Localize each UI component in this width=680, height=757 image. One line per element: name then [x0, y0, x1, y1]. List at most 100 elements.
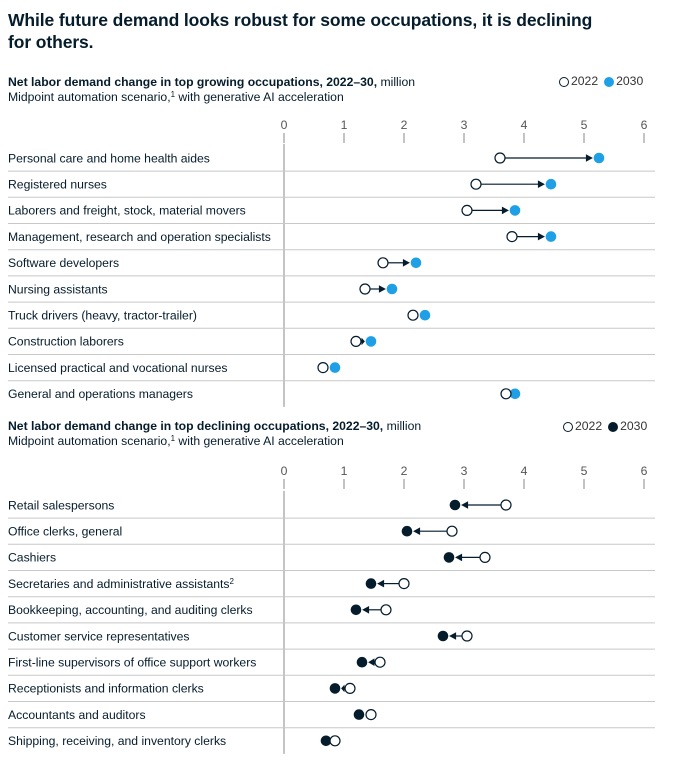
- row-label: Secretaries and administrative assistant…: [8, 577, 235, 591]
- panel-title-declining: Net labor demand change in top declining…: [8, 419, 421, 434]
- point-2030: [545, 178, 557, 190]
- x-tick-label: 0: [281, 118, 288, 132]
- panel-subtitle-declining-post: with generative AI acceleration: [175, 434, 344, 448]
- point-2030: [365, 336, 377, 347]
- point-2022: [494, 152, 506, 164]
- row-label: Personal care and home health aides: [8, 151, 210, 165]
- row-label: Cashiers: [8, 551, 56, 565]
- panel-subtitle-declining-pre: Midpoint automation scenario,: [8, 434, 171, 448]
- x-tick-label: 4: [521, 464, 528, 478]
- point-2030: [593, 152, 605, 164]
- panel-subtitle-growing-post: with generative AI acceleration: [175, 90, 344, 104]
- point-2022: [374, 656, 386, 668]
- point-2030: [419, 309, 431, 321]
- change-arrowhead: [537, 180, 545, 188]
- panel-title-growing-bold: Net labor demand change in top growing o…: [8, 75, 378, 89]
- legend-2022-marker: [559, 76, 569, 87]
- point-2030: [356, 656, 368, 668]
- x-tick-label: 5: [581, 118, 588, 132]
- legend-2022-label: 2022: [575, 419, 603, 433]
- row-label: Office clerks, general: [8, 525, 122, 539]
- point-2022: [500, 499, 512, 511]
- point-2022: [398, 577, 410, 590]
- chart-title: While future demand looks robust for som…: [8, 10, 593, 52]
- change-arrowhead: [461, 501, 469, 509]
- growing-occupations-panel: 0 1 2 3 4 5 6 Personal care and home health aid…: [8, 118, 655, 407]
- point-2022: [350, 335, 362, 347]
- change-arrowhead: [362, 606, 370, 614]
- point-2030: [410, 257, 422, 269]
- point-2022: [380, 604, 392, 616]
- x-tick-label: 2: [401, 464, 408, 478]
- panel-subtitle-growing: Midpoint automation scenario,1 with gene…: [8, 90, 344, 105]
- row-label: Retail salespersons: [8, 498, 114, 512]
- change-arrowhead: [449, 632, 457, 640]
- point-2030: [365, 578, 377, 589]
- point-2030: [437, 630, 449, 642]
- x-tick-label: 6: [641, 118, 648, 132]
- legend-2030-marker: [604, 76, 615, 87]
- legend-2030-label: 2030: [620, 419, 648, 433]
- row-label: Bookkeeping, accounting, and auditing cl…: [8, 603, 253, 617]
- point-2030: [443, 552, 455, 563]
- change-arrowhead: [402, 259, 410, 267]
- row-label: Construction laborers: [8, 335, 124, 349]
- panel-title-growing-unit: million: [380, 75, 416, 89]
- point-2022: [329, 735, 341, 747]
- legend-2022-marker: [563, 421, 573, 432]
- row-label: Shipping, receiving, and inventory clerk…: [8, 734, 226, 748]
- row-label: Truck drivers (heavy, tractor-trailer): [8, 309, 197, 323]
- x-tick-label: 2: [401, 118, 408, 132]
- panel-subtitle-growing-pre: Midpoint automation scenario,: [8, 90, 171, 104]
- x-tick-label: 1: [341, 464, 348, 478]
- panel-title-declining-unit: million: [386, 419, 422, 433]
- x-tick-label: 1: [341, 118, 348, 132]
- point-2030: [401, 525, 413, 537]
- row-label: Customer service representatives: [8, 629, 190, 643]
- change-arrowhead: [537, 232, 545, 241]
- point-2022: [506, 231, 518, 243]
- point-2030: [509, 205, 521, 216]
- point-2030: [350, 604, 362, 616]
- change-arrowhead: [361, 337, 365, 346]
- change-arrowhead: [413, 527, 421, 535]
- point-2022: [470, 178, 482, 190]
- point-2022: [407, 309, 419, 321]
- point-2030: [545, 231, 557, 242]
- panel-title-declining-bold: Net labor demand change in top declining…: [8, 419, 384, 433]
- change-arrowhead: [341, 684, 345, 693]
- point-2022: [461, 204, 473, 216]
- point-2030: [329, 362, 341, 373]
- point-2030: [353, 709, 365, 720]
- row-label: General and operations managers: [8, 387, 193, 401]
- panel-subtitle-declining: Midpoint automation scenario,1 with gene…: [8, 434, 344, 449]
- point-2022: [317, 362, 329, 374]
- change-arrowhead: [378, 285, 386, 293]
- row-label: Management, research and operation speci…: [8, 230, 271, 244]
- point-2022: [500, 388, 512, 400]
- x-tick-label: 5: [581, 464, 588, 478]
- footnote-1-marker: 1: [170, 90, 176, 99]
- point-2022: [365, 708, 377, 721]
- footnote-1-marker: 1: [170, 434, 176, 443]
- legend-growing: 2022 2030: [559, 74, 643, 89]
- legend-2022-label: 2022: [571, 74, 599, 88]
- x-tick-label: 4: [521, 118, 528, 132]
- point-2030: [449, 499, 461, 511]
- point-2030: [320, 735, 332, 747]
- row-label: Nursing assistants: [8, 282, 108, 296]
- row-label: Accountants and auditors: [8, 708, 146, 722]
- x-tick-label: 3: [461, 118, 468, 132]
- x-tick-label: 0: [281, 464, 288, 478]
- change-arrowhead: [368, 658, 375, 666]
- panel-title-growing: Net labor demand change in top growing o…: [8, 75, 415, 90]
- legend-2030-marker: [608, 421, 619, 432]
- point-2030: [329, 683, 341, 694]
- legend-2030-label: 2030: [616, 74, 644, 88]
- change-arrowhead: [377, 579, 385, 588]
- row-label: First-line supervisors of office support…: [8, 656, 256, 670]
- point-2022: [461, 630, 473, 642]
- point-2022: [446, 525, 458, 537]
- x-tick-label: 3: [461, 464, 468, 478]
